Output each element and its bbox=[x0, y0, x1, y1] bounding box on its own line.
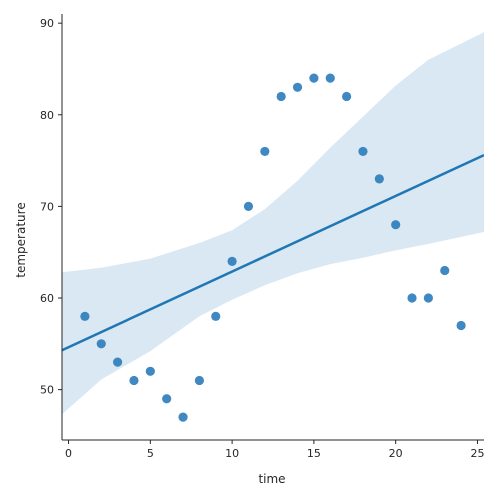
x-tick-label: 0 bbox=[65, 447, 72, 460]
data-point bbox=[456, 320, 466, 331]
data-point bbox=[358, 146, 368, 157]
data-point bbox=[194, 375, 204, 386]
x-tick-label: 25 bbox=[470, 447, 484, 460]
data-point bbox=[391, 220, 401, 230]
regression-line-layer bbox=[62, 153, 484, 352]
data-point bbox=[342, 91, 352, 102]
x-axis-label: time bbox=[258, 472, 285, 486]
y-tick-label: 50 bbox=[40, 384, 54, 397]
data-point bbox=[129, 375, 139, 386]
data-point bbox=[407, 293, 417, 303]
data-point bbox=[260, 146, 270, 157]
y-tick-label: 70 bbox=[40, 200, 54, 213]
x-tick-label: 15 bbox=[307, 447, 321, 460]
x-tick-label: 20 bbox=[389, 447, 403, 460]
confidence-band-layer bbox=[62, 32, 484, 415]
data-point bbox=[243, 201, 254, 211]
x-tick-label: 10 bbox=[225, 447, 239, 460]
data-point bbox=[113, 357, 123, 367]
data-point bbox=[211, 311, 221, 321]
data-point bbox=[292, 82, 303, 92]
confidence-band bbox=[62, 32, 484, 415]
y-tick-label: 80 bbox=[40, 109, 54, 122]
data-point bbox=[423, 293, 433, 303]
y-tick-label: 60 bbox=[40, 292, 54, 305]
axes-layer: 0 5 10 15 20 25 50 60 70 80 90 bbox=[40, 14, 484, 460]
data-point bbox=[178, 412, 188, 422]
x-tick-label: 5 bbox=[147, 447, 154, 460]
y-axis-label: temperature bbox=[14, 202, 28, 277]
data-point bbox=[80, 311, 90, 321]
data-point bbox=[309, 73, 319, 83]
data-point bbox=[440, 265, 450, 276]
data-point bbox=[145, 366, 155, 376]
data-point bbox=[96, 339, 106, 349]
regression-line bbox=[62, 153, 484, 352]
data-points-layer bbox=[80, 73, 466, 422]
data-point bbox=[374, 174, 384, 184]
data-point bbox=[276, 91, 286, 102]
data-point bbox=[325, 73, 335, 83]
data-point bbox=[227, 256, 237, 266]
y-tick-label: 90 bbox=[40, 17, 54, 30]
data-point bbox=[162, 394, 172, 404]
